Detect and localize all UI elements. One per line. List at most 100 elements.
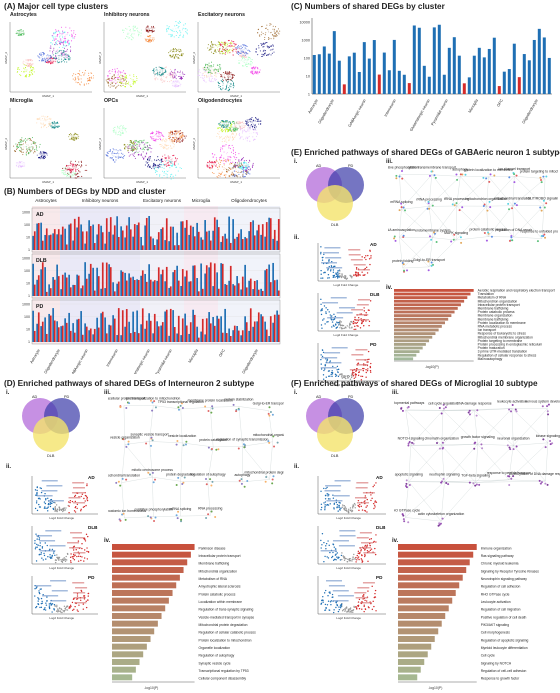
network-edge (399, 174, 430, 207)
bar-up (244, 264, 246, 296)
umap-point (237, 50, 239, 53)
umap-point (225, 49, 227, 52)
volcano-point (364, 549, 366, 551)
network-node (214, 516, 217, 519)
umap-point (177, 57, 179, 59)
volcano-point (80, 599, 82, 602)
network-node (440, 412, 443, 415)
umap-point (122, 78, 124, 80)
umap-cluster-tag (172, 28, 183, 31)
volcano-row-label: PD (88, 575, 95, 580)
volcano-anno (72, 487, 85, 489)
c-bar (502, 71, 506, 94)
umap-point (226, 71, 228, 73)
umap-point (270, 45, 272, 47)
umap-point (18, 166, 20, 168)
umap-point (168, 72, 170, 74)
bar-down (225, 238, 228, 250)
volcano-point (351, 371, 354, 373)
umap-point (178, 48, 180, 50)
volcano-point (364, 544, 367, 547)
volcano-point (352, 375, 355, 377)
volcano-point (337, 375, 340, 378)
volcano-point (49, 556, 51, 558)
umap-point (202, 78, 204, 80)
umap-point (181, 53, 183, 55)
x-label-7: OPC (218, 348, 226, 357)
umap-point (227, 78, 229, 80)
network-node (468, 413, 471, 416)
umap-point (204, 69, 206, 71)
volcano-point (40, 553, 42, 556)
umap-cluster-tag (238, 53, 249, 56)
umap-point (162, 74, 164, 76)
umap-point (255, 71, 257, 73)
umap-point (41, 115, 43, 117)
volcano-point (350, 376, 353, 379)
volcano-point (323, 592, 326, 594)
network-node (149, 444, 152, 447)
umap-point (262, 55, 264, 57)
enrich-bar (394, 299, 465, 303)
network-node (545, 202, 548, 205)
bar-up (208, 312, 210, 342)
volcano-point (368, 550, 370, 553)
umap-point (59, 41, 61, 44)
umap-point (20, 141, 22, 143)
umap-point (114, 68, 116, 70)
volcano-point (351, 277, 353, 279)
umap-point (178, 22, 180, 24)
umap-point (243, 56, 246, 58)
network-node (147, 515, 150, 518)
network-node (512, 448, 515, 451)
volcano-point (327, 495, 329, 497)
volcano-point (37, 597, 39, 599)
network-node (115, 481, 118, 484)
umap-point (238, 46, 240, 48)
volcano-point (71, 500, 74, 503)
bar-down (173, 269, 176, 296)
umap-point (66, 50, 68, 52)
umap-point (66, 61, 68, 63)
umap-point (171, 74, 173, 76)
bar-up (268, 264, 270, 296)
volcano-point (83, 505, 86, 508)
volcano-row-label: AD (88, 475, 95, 480)
network-node (207, 409, 210, 412)
network-node (488, 200, 491, 203)
enrich-bar (394, 350, 420, 354)
umap-point (207, 64, 209, 66)
umap-point (42, 58, 44, 60)
umap-point (31, 68, 33, 70)
bar-up (44, 317, 46, 342)
umap-point (111, 75, 114, 78)
umap-point (170, 74, 172, 76)
umap-point (166, 28, 168, 30)
network-node (127, 440, 130, 443)
umap-point (50, 57, 52, 59)
volcano-anno (357, 299, 370, 301)
network-node (536, 240, 539, 243)
volcano-point (83, 497, 85, 500)
volcano-anno (349, 369, 362, 371)
volcano-point (84, 500, 86, 502)
umap-point (165, 77, 167, 79)
umap-point (179, 72, 181, 74)
umap-point (56, 34, 59, 36)
umap-point (273, 36, 275, 38)
enrich-term-16: Transcriptional regulation by TP53 (199, 669, 249, 673)
volcano-anno (35, 585, 52, 587)
umap-point (73, 165, 75, 167)
volcano-point (50, 556, 52, 559)
volcano-point (78, 553, 80, 555)
umap-point (18, 35, 20, 37)
y-tick: 1 (28, 340, 30, 344)
umap-cluster-tag (154, 69, 165, 72)
umap-point (140, 35, 142, 37)
umap-point (276, 35, 278, 37)
umap-point (163, 75, 165, 77)
bar-up (88, 330, 90, 342)
umap-point (33, 141, 35, 143)
enrich-term-11: Regulation of cellular catabolic process (199, 631, 257, 635)
